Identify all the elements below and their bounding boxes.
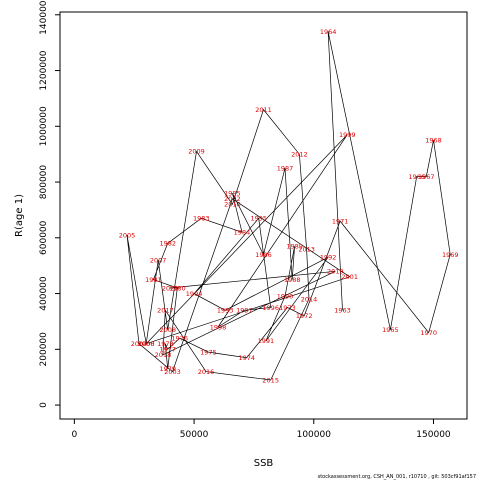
y-axis-ticks: 0 200000 400000 600000 800000 1000000 1200000 1… xyxy=(39,0,60,408)
year-label-1985: 1985 xyxy=(224,189,241,197)
year-label-2003: 2003 xyxy=(164,368,181,376)
footer-credit: stockassessment.org, CSH_AN_001, r10710 … xyxy=(318,474,476,480)
year-label-1989: 1989 xyxy=(286,242,303,250)
year-label-1993: 1993 xyxy=(217,307,234,315)
year-label-2005: 2005 xyxy=(119,231,136,239)
year-label-1988: 1988 xyxy=(284,276,301,284)
y-tick-label: 200000 xyxy=(39,332,49,367)
trajectory-line xyxy=(126,31,451,381)
x-tick-label: 150000 xyxy=(416,430,451,440)
y-tick-label: 800000 xyxy=(39,165,49,200)
year-label-2013: 2013 xyxy=(298,245,315,253)
x-axis-ticks: 0 50000 100000 150000 xyxy=(71,419,451,440)
year-label-1978: 1978 xyxy=(157,340,174,348)
year-label-1973: 1973 xyxy=(279,304,296,312)
year-label-1972: 1972 xyxy=(296,312,313,320)
year-label-2014: 2014 xyxy=(301,295,318,303)
year-label-2009: 2009 xyxy=(188,148,205,156)
year-label-1990: 1990 xyxy=(277,293,294,301)
y-tick-label: 400000 xyxy=(39,276,49,311)
year-label-1982: 1982 xyxy=(159,240,176,248)
year-label-1971: 1971 xyxy=(332,217,349,225)
year-label-1980: 1980 xyxy=(169,284,186,292)
y-tick-label: 600000 xyxy=(39,220,49,255)
year-label-2006: 2006 xyxy=(138,340,155,348)
year-label-1984: 1984 xyxy=(234,229,251,237)
year-label-1986: 1986 xyxy=(255,251,272,259)
year-label-1970: 1970 xyxy=(420,329,437,337)
y-tick-label: 0 xyxy=(39,402,49,408)
x-tick-label: 0 xyxy=(71,430,77,440)
year-label-1977: 1977 xyxy=(159,346,176,354)
year-label-1979: 1979 xyxy=(159,365,176,373)
year-label-2017: 2017 xyxy=(157,307,174,315)
year-label-1968: 1968 xyxy=(425,137,442,145)
year-label-2010: 2010 xyxy=(224,201,241,209)
year-label-1999: 1999 xyxy=(339,131,356,139)
year-label-1981: 1981 xyxy=(145,276,162,284)
year-label-1996: 1996 xyxy=(262,304,279,312)
year-label-2007: 2007 xyxy=(150,256,167,264)
year-label-1991: 1991 xyxy=(258,337,275,345)
y-axis-label: R(age 1) xyxy=(14,194,25,237)
year-label-1974: 1974 xyxy=(238,354,255,362)
year-label-1963: 1963 xyxy=(334,307,351,315)
year-label-1976: 1976 xyxy=(171,334,188,342)
x-tick-label: 50000 xyxy=(180,430,209,440)
year-label-1983: 1983 xyxy=(193,215,210,223)
year-label-2011: 2011 xyxy=(255,106,272,114)
year-label-1975: 1975 xyxy=(200,348,217,356)
year-label-1965: 1965 xyxy=(382,326,399,334)
year-label-2002: 2002 xyxy=(224,195,241,203)
x-axis-label: SSB xyxy=(254,458,274,469)
year-label-1967: 1967 xyxy=(418,173,435,181)
x-tick-label: 100000 xyxy=(297,430,332,440)
year-label-2000: 2000 xyxy=(138,340,155,348)
y-tick-label: 1200000 xyxy=(39,50,49,90)
year-label-1987: 1987 xyxy=(277,164,294,172)
year-label-2008: 2008 xyxy=(159,326,176,334)
year-label-1995: 1995 xyxy=(250,215,267,223)
plot-frame xyxy=(59,11,468,420)
year-label-2016: 2016 xyxy=(198,368,215,376)
y-tick-label: 1400000 xyxy=(39,0,49,35)
year-label-1997: 1997 xyxy=(236,307,253,315)
y-tick-label: 1000000 xyxy=(39,106,49,146)
year-label-1966: 1966 xyxy=(408,173,425,181)
year-label-1992: 1992 xyxy=(320,254,337,262)
year-label-2020: 2020 xyxy=(162,284,179,292)
year-label-1969: 1969 xyxy=(442,251,459,259)
year-label-1998: 1998 xyxy=(210,323,227,331)
year-label-2012: 2012 xyxy=(291,150,308,158)
year-label-2019: 2019 xyxy=(327,268,344,276)
year-label-2018: 2018 xyxy=(155,351,172,359)
year-label-2004: 2004 xyxy=(131,340,148,348)
year-label-1964: 1964 xyxy=(320,28,337,36)
year-label-1994: 1994 xyxy=(186,290,203,298)
year-label-2001: 2001 xyxy=(341,273,358,281)
year-label-2015: 2015 xyxy=(262,376,279,384)
